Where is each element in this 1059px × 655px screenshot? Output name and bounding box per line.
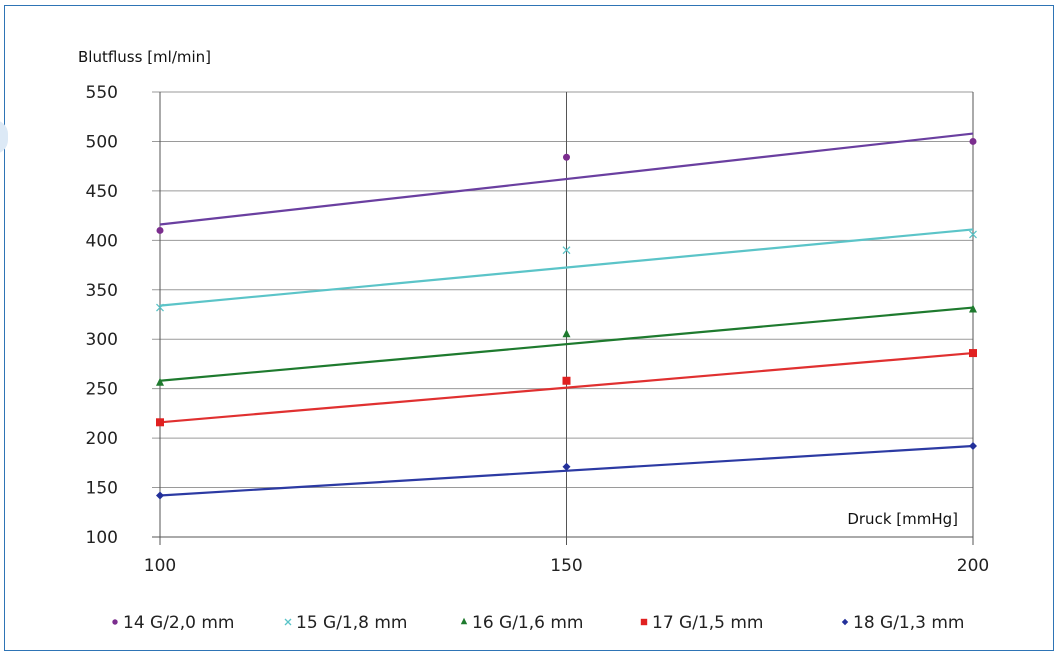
legend-label: 16 G/1,6 mm	[472, 613, 584, 633]
legend-marker	[112, 619, 118, 625]
y-tick-label: 550	[86, 83, 118, 103]
data-point-series-2	[969, 230, 977, 239]
legend-label: 14 G/2,0 mm	[123, 613, 235, 633]
y-tick-label: 300	[86, 330, 118, 350]
x-tick-label: 150	[550, 556, 582, 576]
chart-frame	[4, 5, 1054, 651]
y-tick-label: 400	[86, 231, 118, 251]
data-point-series-2	[562, 246, 571, 255]
y-tick-label: 450	[86, 182, 118, 202]
y-tick-label: 150	[86, 479, 118, 499]
legend-marker	[284, 618, 292, 626]
data-point-series-4	[562, 376, 571, 385]
data-point-series-2	[156, 303, 164, 312]
y-tick-label: 250	[86, 380, 118, 400]
y-tick-label: 200	[86, 429, 118, 449]
legend-label: 15 G/1,8 mm	[296, 613, 408, 633]
legend-marker	[640, 618, 648, 626]
data-point-series-1	[969, 137, 977, 145]
y-tick-label: 350	[86, 281, 118, 301]
y-tick-label: 500	[86, 132, 118, 152]
data-point-series-5	[562, 462, 571, 471]
legend-label: 17 G/1,5 mm	[652, 613, 764, 633]
data-point-series-4	[156, 418, 164, 427]
data-point-series-3	[969, 304, 977, 313]
decorative-tab	[0, 120, 8, 154]
trendline-series-4	[159, 351, 974, 424]
data-point-series-1	[156, 226, 164, 234]
trendline-series-2	[159, 228, 974, 307]
legend-marker	[460, 617, 468, 625]
legend-marker	[841, 618, 849, 626]
data-point-series-5	[969, 442, 977, 451]
data-point-series-3	[562, 329, 571, 338]
x-tick-label: 200	[957, 556, 989, 576]
legend-label: 18 G/1,3 mm	[853, 613, 965, 633]
data-point-series-3	[156, 377, 164, 386]
y-axis-title: Blutfluss [ml/min]	[78, 48, 211, 66]
trendline-series-1	[159, 132, 974, 226]
data-point-series-1	[563, 153, 570, 161]
data-point-series-5	[156, 491, 164, 500]
y-tick-label: 100	[86, 528, 118, 548]
x-tick-label: 100	[144, 556, 176, 576]
data-point-series-4	[969, 349, 977, 358]
trendline-series-3	[159, 306, 974, 382]
x-axis-title: Druck [mmHg]	[847, 510, 958, 528]
